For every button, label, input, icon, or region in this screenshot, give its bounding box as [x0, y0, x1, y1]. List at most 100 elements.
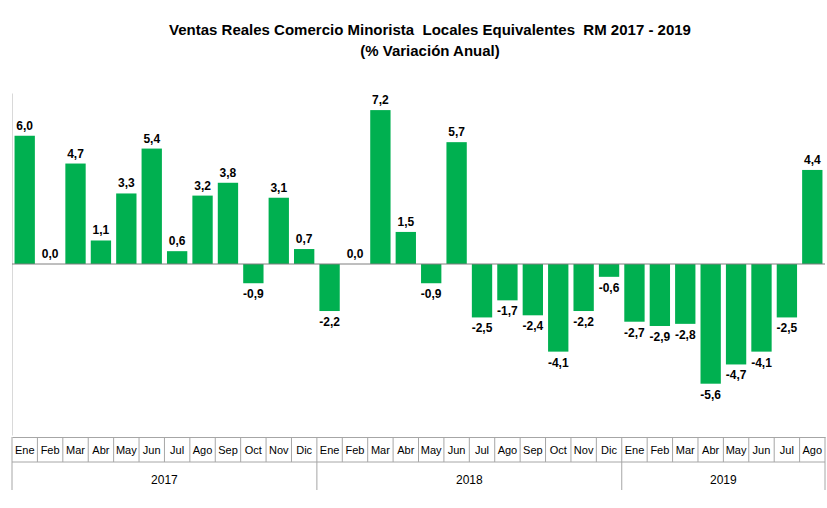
data-label: 7,2: [372, 93, 389, 107]
category-separator: [748, 437, 749, 462]
category-separator: [88, 437, 89, 462]
group-label: 2019: [710, 473, 737, 487]
x-tick: Sep: [218, 437, 238, 456]
x-tick: Dic: [601, 437, 617, 456]
x-tick-label: May: [726, 444, 747, 456]
category-separator: [596, 437, 597, 462]
x-tick: Jun: [448, 437, 466, 456]
data-label: 0,0: [347, 247, 364, 261]
bar: [523, 264, 543, 315]
x-tick-label: Sep: [523, 444, 543, 456]
bar: [218, 183, 238, 264]
data-label: 6,0: [16, 119, 33, 133]
category-separator: [443, 437, 444, 462]
data-label: 4,7: [67, 147, 84, 161]
x-tick: Ene: [15, 437, 35, 456]
bar: [192, 196, 212, 264]
bar: [396, 232, 416, 264]
bar: [91, 240, 111, 264]
x-tick-label: Ago: [193, 444, 213, 456]
category-box: [12, 437, 825, 462]
x-tick-label: Mar: [676, 444, 695, 456]
category-separator: [266, 437, 267, 462]
group-label: 2017: [151, 473, 178, 487]
x-tick: Jul: [170, 437, 184, 456]
category-separator: [342, 437, 343, 462]
category-separator: [774, 437, 775, 462]
x-tick: Ago: [803, 437, 823, 456]
data-label: 4,4: [804, 153, 821, 167]
x-tick-label: Ago: [498, 444, 518, 456]
x-tick-label: Jun: [143, 444, 161, 456]
bar: [269, 198, 289, 264]
bar: [65, 164, 85, 264]
bar: [142, 149, 162, 264]
bar: [319, 264, 339, 311]
group-separator: [316, 462, 317, 490]
x-tick: Jul: [780, 437, 794, 456]
category-separator: [469, 437, 470, 462]
category-separator: [367, 437, 368, 462]
category-separator: [139, 437, 140, 462]
category-separator: [672, 437, 673, 462]
x-tick-label: Mar: [371, 444, 390, 456]
data-label: -4,1: [548, 356, 569, 370]
data-label: -0,9: [421, 287, 442, 301]
x-tick-label: Dic: [601, 444, 617, 456]
data-label: -2,7: [624, 326, 645, 340]
x-tick-label: Sep: [218, 444, 238, 456]
data-label: 1,1: [93, 223, 110, 237]
x-tick: Jun: [143, 437, 161, 456]
bar: [777, 264, 797, 317]
data-label: 3,3: [118, 176, 135, 190]
x-tick: Mar: [66, 437, 85, 456]
x-tick: Dic: [296, 437, 312, 456]
bar: [243, 264, 263, 283]
bar: [726, 264, 746, 364]
data-label: 5,4: [143, 132, 160, 146]
x-tick: Jun: [753, 437, 771, 456]
data-label: -2,2: [573, 315, 594, 329]
data-label: -2,8: [675, 328, 696, 342]
data-label: 3,8: [220, 166, 237, 180]
x-tick-label: Ago: [803, 444, 823, 456]
x-tick-label: Feb: [41, 444, 60, 456]
x-tick: May: [116, 437, 137, 456]
category-separator: [316, 437, 317, 462]
x-tick-label: Ene: [15, 444, 35, 456]
x-tick-label: Ene: [625, 444, 645, 456]
bar: [701, 264, 721, 384]
category-separator: [393, 437, 394, 462]
x-tick: May: [726, 437, 747, 456]
data-label: 3,2: [194, 179, 211, 193]
x-tick-label: Jul: [170, 444, 184, 456]
category-separator: [189, 437, 190, 462]
x-tick-label: Feb: [346, 444, 365, 456]
group-label: 2018: [456, 473, 483, 487]
category-separator: [240, 437, 241, 462]
bar: [624, 264, 644, 322]
x-tick: Nov: [269, 437, 289, 456]
x-tick-label: Feb: [650, 444, 669, 456]
x-tick: Abr: [92, 437, 109, 456]
x-tick: Ene: [625, 437, 645, 456]
x-tick: May: [421, 437, 442, 456]
category-separator: [697, 437, 698, 462]
bar: [446, 142, 466, 264]
data-label: 0,6: [169, 234, 186, 248]
data-label: -2,5: [777, 321, 798, 335]
x-tick: Feb: [650, 437, 669, 456]
bar: [599, 264, 619, 277]
x-tick: Abr: [397, 437, 414, 456]
x-tick-label: May: [421, 444, 442, 456]
zero-line: [12, 264, 825, 265]
x-tick-label: Jul: [780, 444, 794, 456]
bar: [548, 264, 568, 352]
group-separator: [825, 462, 826, 490]
bar: [294, 249, 314, 264]
chart: Ventas Reales Comercio Minorista Locales…: [0, 0, 827, 508]
x-tick-label: Dic: [296, 444, 312, 456]
bar: [497, 264, 517, 300]
category-separator: [12, 437, 13, 462]
data-label: -4,7: [726, 368, 747, 382]
